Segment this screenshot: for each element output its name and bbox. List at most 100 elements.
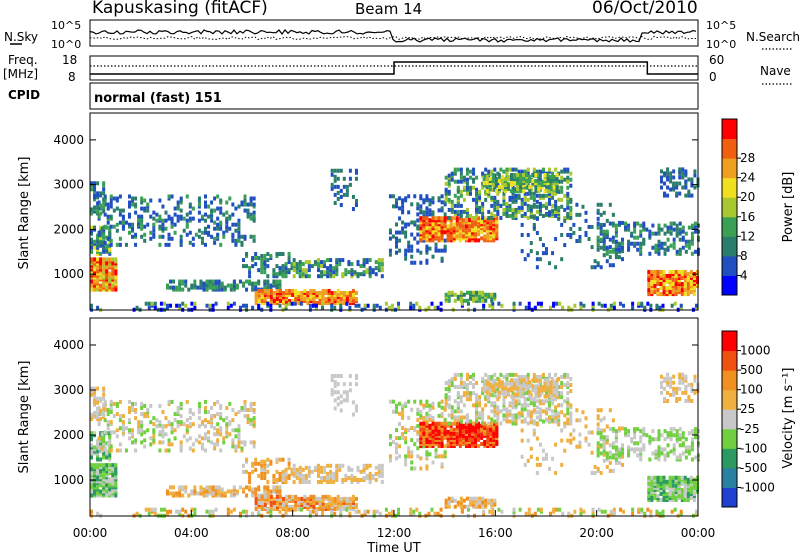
velocity-cell <box>503 392 507 397</box>
power-cell <box>401 208 405 213</box>
power-cell <box>472 292 476 297</box>
power-cell <box>96 269 100 274</box>
velocity-cell <box>458 425 462 430</box>
velocity-cell <box>272 504 276 509</box>
power-cell <box>566 197 570 202</box>
velocity-cell <box>329 473 333 478</box>
power-cell <box>472 290 476 295</box>
velocity-cell <box>506 388 510 393</box>
power-cell <box>96 251 100 256</box>
power-cell <box>450 173 454 178</box>
power-cell <box>404 234 408 239</box>
velocity-cell <box>96 417 100 421</box>
power-cell <box>475 207 479 212</box>
power-cell <box>295 266 299 271</box>
power-cell <box>99 283 103 288</box>
velocity-cell <box>520 419 524 424</box>
velocity-cell <box>491 388 495 393</box>
velocity-cell <box>456 393 460 398</box>
velocity-cell <box>437 427 441 432</box>
power-cell <box>475 203 479 208</box>
velocity-cell <box>161 410 165 415</box>
power-cell <box>677 275 681 280</box>
velocity-cell <box>529 401 533 406</box>
velocity-cell <box>487 421 491 426</box>
velocity-cell <box>544 393 548 398</box>
power-cell <box>672 185 676 190</box>
velocity-cell <box>147 507 151 512</box>
velocity-cell <box>272 507 276 511</box>
power-cell <box>472 296 476 301</box>
power-cell <box>538 211 542 216</box>
velocity-cell <box>563 413 567 418</box>
velocity-cell <box>404 458 408 463</box>
power-cell <box>458 220 462 225</box>
power-cell <box>651 231 655 236</box>
power-cell <box>202 283 206 288</box>
power-cell <box>573 303 577 308</box>
velocity-cell <box>297 500 301 505</box>
velocity-cell <box>252 416 256 421</box>
velocity-cell <box>549 394 553 399</box>
power-cell <box>232 285 236 290</box>
velocity-cell <box>543 394 547 399</box>
power-cell <box>513 181 517 186</box>
power-cell <box>554 206 558 211</box>
power-cell <box>211 279 215 284</box>
velocity-cell <box>176 405 180 410</box>
velocity-cell <box>410 466 414 471</box>
power-cell <box>292 262 296 267</box>
power-cell <box>404 248 408 253</box>
power-cell <box>251 258 255 263</box>
velocity-cell <box>229 509 233 514</box>
power-cell <box>179 200 183 205</box>
velocity-cell <box>416 454 420 459</box>
velocity-cell <box>511 391 515 396</box>
velocity-cell <box>544 391 548 396</box>
velocity-cell <box>514 419 518 424</box>
power-cell <box>446 232 450 237</box>
power-cell <box>651 223 655 228</box>
power-cell <box>90 259 93 264</box>
power-cell <box>599 212 603 217</box>
power-cell <box>416 224 420 229</box>
power-cell <box>108 261 112 266</box>
velocity-cell <box>478 395 482 400</box>
power-cell <box>310 264 314 269</box>
power-cell <box>210 210 214 215</box>
velocity-cell <box>377 473 381 478</box>
velocity-cell <box>366 509 370 514</box>
power-cell <box>620 245 624 250</box>
power-cell <box>257 305 261 310</box>
power-cell <box>106 236 110 241</box>
power-cell <box>686 277 690 282</box>
velocity-cell <box>254 502 258 507</box>
power-cell <box>484 197 488 202</box>
power-cell <box>159 301 163 306</box>
power-cell <box>611 239 615 244</box>
velocity-cell <box>96 414 100 419</box>
power-cell <box>603 303 607 308</box>
power-cell <box>96 305 100 310</box>
velocity-cell <box>96 465 100 470</box>
power-cell <box>499 167 503 172</box>
power-cell <box>566 211 570 216</box>
power-cell <box>602 229 606 234</box>
velocity-cell <box>316 480 320 484</box>
velocity-cell <box>333 507 337 511</box>
velocity-cell <box>404 428 408 433</box>
power-cell <box>529 249 533 254</box>
power-cell <box>647 269 651 274</box>
power-cell <box>548 191 552 196</box>
velocity-cell <box>246 416 250 421</box>
power-cell <box>96 271 100 276</box>
power-cell <box>333 184 337 189</box>
velocity-cell <box>554 381 558 385</box>
power-cell <box>475 201 479 206</box>
velocity-cell <box>548 387 552 392</box>
power-cell <box>475 175 479 180</box>
velocity-cell <box>447 403 451 408</box>
velocity-cell <box>291 494 295 499</box>
power-cell <box>496 191 500 196</box>
